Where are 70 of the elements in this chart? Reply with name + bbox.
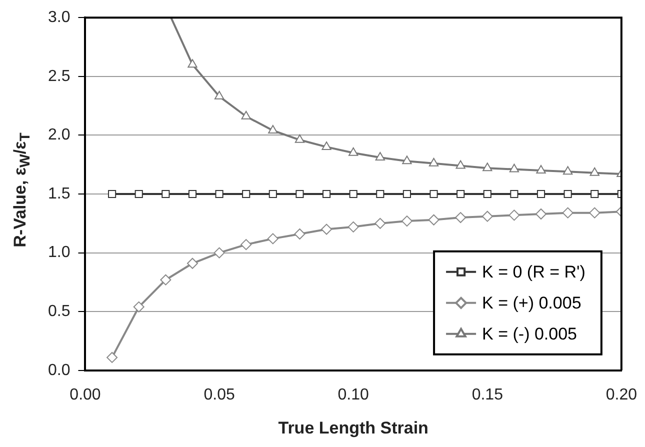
point	[322, 141, 332, 150]
point	[268, 190, 277, 198]
point	[536, 208, 546, 220]
point	[106, 352, 118, 363]
y-tick-label: 1.0	[48, 244, 70, 262]
point	[322, 190, 331, 198]
point	[376, 190, 384, 198]
point	[134, 190, 143, 198]
point	[428, 214, 440, 226]
y-tick-label: 3.0	[48, 9, 70, 26]
point	[456, 190, 465, 198]
point	[401, 216, 412, 227]
point	[240, 239, 252, 250]
point	[241, 110, 251, 120]
point	[536, 190, 546, 198]
x-tick-label: 0.10	[338, 386, 370, 404]
point	[242, 190, 250, 198]
point	[186, 258, 198, 269]
legend-label: K = (+) 0.005	[482, 294, 582, 313]
point	[188, 190, 197, 198]
x-tick-label: 0.00	[70, 386, 101, 404]
point	[108, 190, 116, 198]
y-tick-label: 0.5	[48, 303, 70, 320]
point	[294, 228, 306, 240]
point	[483, 190, 492, 198]
point	[402, 156, 412, 164]
point	[215, 190, 224, 198]
y-tick-label: 1.5	[48, 185, 70, 202]
point	[162, 190, 170, 198]
point	[267, 233, 278, 244]
point	[268, 124, 278, 134]
point	[509, 164, 520, 172]
point	[482, 210, 493, 222]
point	[562, 166, 573, 175]
point	[348, 147, 358, 156]
point	[536, 164, 546, 174]
y-tick-label: 0.0	[48, 362, 70, 379]
point	[402, 190, 411, 198]
x-tick-label: 0.15	[472, 386, 504, 404]
point	[296, 190, 304, 198]
point	[564, 190, 572, 198]
x-tick-label: 0.05	[204, 386, 235, 404]
point	[482, 162, 492, 172]
point	[455, 212, 466, 224]
point	[428, 158, 439, 166]
point	[590, 167, 600, 176]
point	[214, 247, 225, 258]
legend-label: K = 0 (R = R')	[482, 262, 586, 282]
y-tick-label: 2.5	[48, 68, 70, 85]
point	[430, 190, 438, 198]
point	[160, 274, 172, 286]
legend-label: K = (-) 0.005	[482, 324, 578, 344]
point	[214, 90, 224, 100]
x-tick-label: 0.20	[606, 386, 638, 404]
point	[562, 207, 574, 218]
point	[321, 224, 332, 235]
point	[349, 190, 358, 198]
point	[133, 301, 144, 312]
x-axis-title: True Length Strain	[278, 418, 428, 438]
point	[510, 190, 518, 198]
point	[294, 134, 305, 143]
point	[348, 221, 359, 232]
point	[590, 190, 599, 198]
point	[188, 59, 198, 68]
point	[456, 160, 466, 169]
point	[375, 152, 385, 161]
point	[508, 210, 520, 221]
point	[374, 218, 386, 229]
point	[589, 207, 600, 218]
y-tick-label: 2.0	[48, 126, 70, 144]
